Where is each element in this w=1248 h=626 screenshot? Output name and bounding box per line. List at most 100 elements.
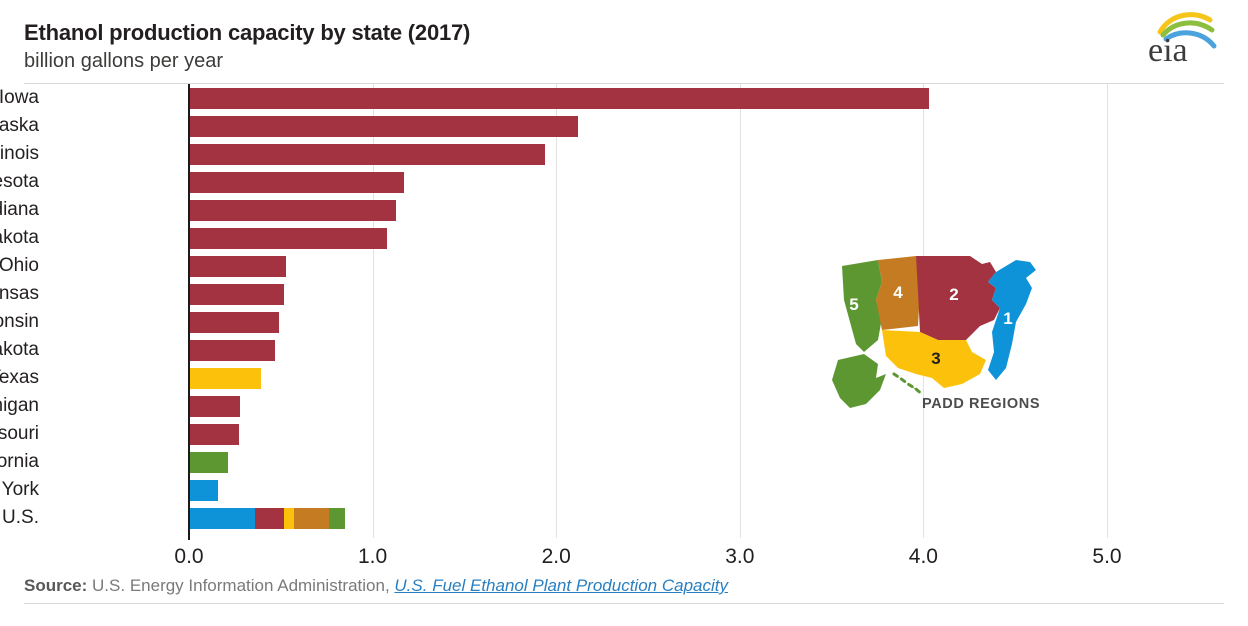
gridline [1107, 84, 1108, 538]
bar[interactable] [189, 508, 346, 529]
chart-subtitle: billion gallons per year [24, 50, 224, 72]
bar[interactable] [189, 284, 285, 305]
chart-row: Michigan [0, 392, 1107, 420]
bar[interactable] [189, 452, 228, 473]
chart-row: rest of U.S. [0, 504, 1107, 532]
bar[interactable] [189, 144, 546, 165]
bar[interactable] [189, 480, 219, 501]
category-label: Michigan [0, 395, 39, 416]
bar-segment-padd2 [189, 340, 276, 361]
category-label: Ohio [0, 255, 39, 276]
bar[interactable] [189, 340, 276, 361]
bar[interactable] [189, 312, 279, 333]
category-label: rest of U.S. [0, 507, 39, 528]
category-label: Indiana [0, 199, 39, 220]
bar[interactable] [189, 116, 579, 137]
padd-region-1-shape [988, 260, 1036, 380]
category-label: Nebraska [0, 115, 39, 136]
plot-area: Iowa Nebraska Illinois Minnesota Indiana Sout… [0, 84, 1108, 538]
source-line: Source: U.S. Energy Information Administ… [24, 576, 728, 596]
bar[interactable] [189, 200, 397, 221]
chart-row: Texas [0, 364, 1107, 392]
bar-segment-padd2 [189, 200, 397, 221]
gridline [372, 84, 374, 538]
padd-label-1: 1 [1003, 309, 1012, 328]
padd-region-4-shape [876, 256, 920, 330]
bar[interactable] [189, 228, 388, 249]
chart-row: Indiana [0, 196, 1107, 224]
bar-segment-padd2 [189, 424, 239, 445]
source-text: U.S. Energy Information Administration, [92, 576, 390, 595]
bar-segment-padd2 [189, 284, 285, 305]
footer-divider [24, 603, 1224, 604]
category-label: Illinois [0, 143, 39, 164]
padd-region-2-shape [916, 256, 1000, 340]
padd-label-3: 3 [931, 349, 940, 368]
chart-row: Wisconsin [0, 308, 1107, 336]
bar-segment-padd2 [189, 312, 279, 333]
category-label: Missouri [0, 423, 39, 444]
padd-region-5-alaska-shape [832, 354, 886, 408]
bar-segment-padd4 [293, 508, 329, 529]
bar-segment-padd2 [189, 256, 287, 277]
bar[interactable] [189, 368, 261, 389]
category-label: New York [0, 479, 39, 500]
source-link[interactable]: U.S. Fuel Ethanol Plant Production Capac… [394, 576, 728, 595]
x-axis-tick-label: 2.0 [541, 545, 571, 568]
map-caption: PADD REGIONS [922, 396, 1041, 412]
page-title: Ethanol production capacity by state (20… [24, 20, 471, 45]
bar-segment-padd2 [189, 116, 579, 137]
bar-segment-padd1 [189, 480, 219, 501]
chart-row: Ohio [0, 252, 1107, 280]
bar-segment-padd2 [189, 144, 546, 165]
bar-segment-padd3 [284, 508, 294, 529]
x-axis-tick-label: 5.0 [1092, 545, 1122, 568]
bar[interactable] [189, 256, 287, 277]
bar[interactable] [189, 172, 404, 193]
source-label: Source: [24, 576, 88, 595]
bar-segment-padd1 [189, 508, 256, 529]
chart-row: Kansas [0, 280, 1107, 308]
x-axis-tick-label: 3.0 [725, 545, 755, 568]
category-label: Kansas [0, 283, 39, 304]
gridline [739, 84, 741, 538]
padd-regions-map: 5 4 2 3 1 [832, 256, 1036, 408]
padd-region-5-shape [842, 260, 882, 352]
eia-logo: eia [1148, 12, 1217, 66]
bar[interactable] [189, 424, 239, 445]
chart-row: South Dakota [0, 224, 1107, 252]
bar-segment-padd2 [189, 172, 404, 193]
gridline [556, 84, 558, 538]
chart-row: Illinois [0, 140, 1107, 168]
padd-label-5: 5 [849, 295, 858, 314]
bar-segment-padd3 [189, 368, 261, 389]
y-axis-line [188, 84, 190, 540]
category-label: Texas [0, 367, 39, 388]
header-divider [24, 83, 1224, 84]
bar[interactable] [189, 88, 929, 109]
chart-row: Missouri [0, 420, 1107, 448]
x-axis-tick-label: 4.0 [908, 545, 938, 568]
bar-segment-padd2 [189, 228, 388, 249]
category-label: Wisconsin [0, 311, 39, 332]
chart-row: Nebraska [0, 112, 1107, 140]
chart-row: North Dakota [0, 336, 1107, 364]
padd-region-5-hawaii-shape [892, 372, 925, 397]
bar-segment-padd2 [189, 396, 241, 417]
category-label: Iowa [0, 87, 39, 108]
padd-region-3-shape [882, 330, 986, 388]
bar-segment-padd2 [189, 88, 929, 109]
category-label: California [0, 451, 39, 472]
x-axis-tick-label: 0.0 [174, 545, 204, 568]
svg-text:eia: eia [1148, 32, 1188, 66]
bar-segment-padd2 [255, 508, 285, 529]
x-axis-tick-label: 1.0 [357, 545, 388, 568]
chart-row: Minnesota [0, 168, 1107, 196]
chart-row: New York [0, 476, 1107, 504]
bar-segment-padd5 [328, 508, 346, 529]
bar[interactable] [189, 396, 241, 417]
bar-segment-padd5 [189, 452, 228, 473]
category-label: North Dakota [0, 339, 39, 360]
padd-label-2: 2 [949, 285, 958, 304]
chart-row: Iowa [0, 84, 1107, 112]
